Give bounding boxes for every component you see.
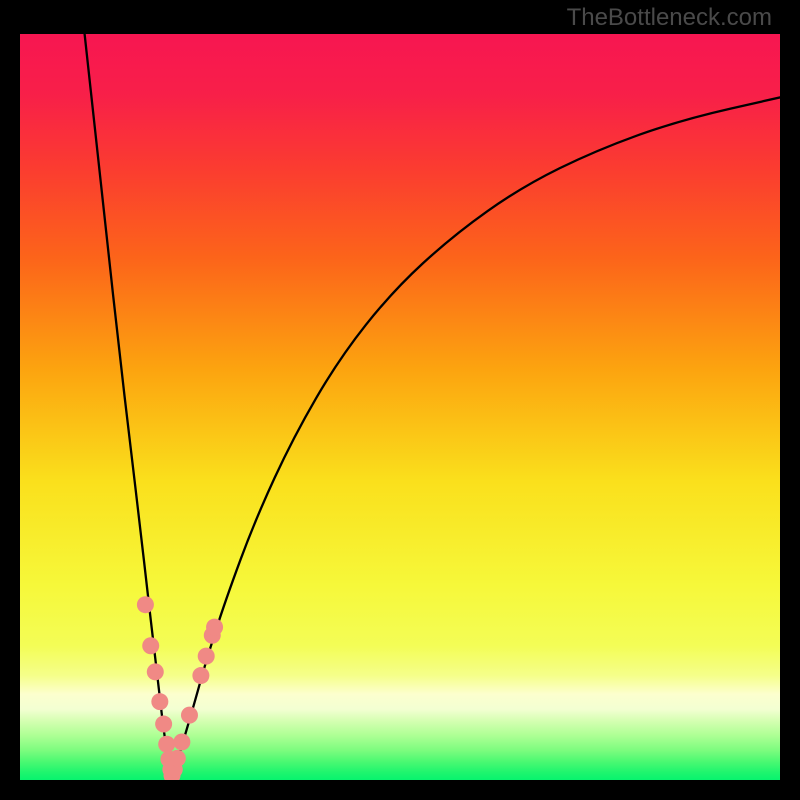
data-marker bbox=[198, 648, 215, 665]
data-marker bbox=[147, 663, 164, 680]
chart-frame: TheBottleneck.com bbox=[0, 0, 800, 800]
bottleneck-chart-svg bbox=[20, 34, 780, 780]
data-marker bbox=[173, 733, 190, 750]
data-marker bbox=[137, 596, 154, 613]
data-marker bbox=[181, 707, 198, 724]
plot-area bbox=[20, 34, 780, 780]
watermark-text: TheBottleneck.com bbox=[567, 4, 772, 32]
data-marker bbox=[151, 693, 168, 710]
data-marker bbox=[169, 750, 186, 767]
data-marker bbox=[155, 716, 172, 733]
data-marker bbox=[142, 637, 159, 654]
data-marker bbox=[206, 619, 223, 636]
data-marker bbox=[192, 667, 209, 684]
gradient-background bbox=[20, 34, 780, 780]
data-marker bbox=[158, 736, 175, 753]
